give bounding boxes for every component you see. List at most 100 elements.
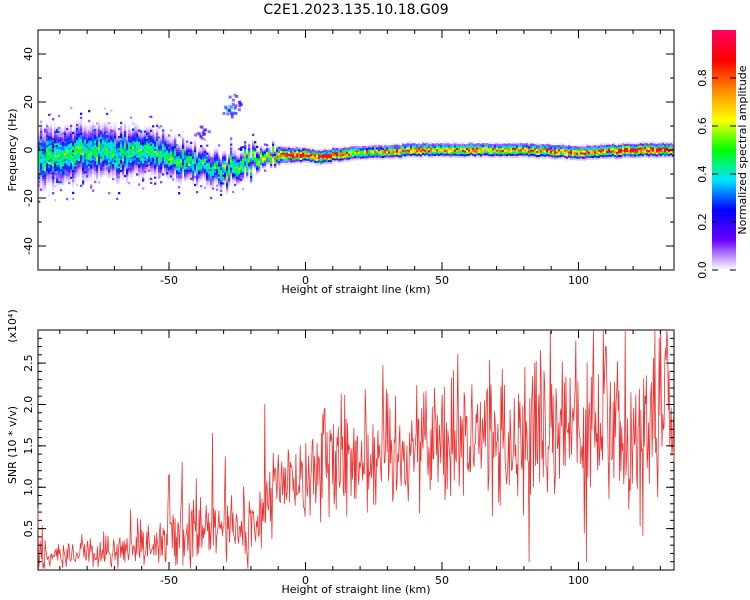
heatmap-cell bbox=[122, 164, 125, 168]
heatmap-cell bbox=[84, 141, 87, 144]
heatmap-cell bbox=[88, 127, 91, 131]
heatmap-cell bbox=[100, 126, 103, 129]
heatmap-cell bbox=[50, 172, 53, 176]
heatmap-cell bbox=[62, 172, 65, 175]
heatmap-cell bbox=[58, 164, 61, 168]
heatmap-cell bbox=[342, 159, 345, 163]
heatmap-cell bbox=[216, 162, 219, 165]
heatmap-cell bbox=[370, 149, 373, 152]
heatmap-cell bbox=[128, 149, 131, 153]
heatmap-cell bbox=[296, 158, 299, 162]
heatmap-cell bbox=[102, 156, 105, 159]
heatmap-cell bbox=[62, 148, 65, 151]
heatmap-cell bbox=[64, 168, 67, 172]
heatmap-cell bbox=[238, 165, 241, 169]
heatmap-cell bbox=[378, 144, 381, 148]
heatmap-cell bbox=[422, 148, 425, 151]
heatmap-cell bbox=[68, 149, 71, 153]
heatmap-cell bbox=[610, 152, 613, 155]
heatmap-cell bbox=[454, 155, 457, 158]
heatmap-cell bbox=[92, 129, 95, 132]
heatmap-cell bbox=[50, 112, 53, 116]
heatmap-cell bbox=[180, 162, 183, 165]
heatmap-cell bbox=[118, 159, 121, 163]
heatmap-cell bbox=[194, 145, 197, 149]
heatmap-cell bbox=[158, 150, 161, 153]
heatmap-cell bbox=[282, 156, 285, 159]
heatmap-cell bbox=[54, 163, 57, 166]
heatmap-blob bbox=[237, 108, 241, 112]
colorbar: 0.00.20.40.60.8 Normalized spectral ampl… bbox=[696, 30, 749, 279]
heatmap-cell bbox=[312, 157, 315, 160]
heatmap-cell bbox=[630, 144, 633, 147]
heatmap-cell bbox=[612, 149, 615, 153]
heatmap-cell bbox=[526, 143, 529, 146]
heatmap-cell bbox=[108, 162, 111, 165]
heatmap-cell bbox=[596, 157, 599, 161]
heatmap-cell bbox=[50, 152, 53, 156]
heatmap-cell bbox=[270, 163, 273, 166]
heatmap-cell bbox=[156, 146, 159, 149]
heatmap-cell bbox=[110, 165, 113, 168]
heatmap-cell bbox=[106, 166, 109, 170]
heatmap-cell bbox=[86, 143, 89, 146]
heatmap-cell bbox=[594, 149, 597, 152]
heatmap-cell bbox=[386, 153, 389, 156]
heatmap-cell bbox=[152, 137, 155, 140]
heatmap-cell bbox=[44, 162, 47, 165]
heatmap-cell bbox=[96, 174, 99, 177]
heatmap-cell bbox=[470, 144, 473, 147]
heatmap-cell bbox=[38, 154, 41, 157]
heatmap-cell bbox=[118, 173, 121, 177]
heatmap-cell bbox=[258, 168, 261, 171]
heatmap-cell bbox=[108, 170, 111, 173]
heatmap-cell bbox=[654, 141, 657, 144]
heatmap-cell bbox=[46, 159, 49, 162]
heatmap-cell bbox=[56, 152, 59, 156]
heatmap-cell bbox=[276, 147, 279, 150]
heatmap-cell bbox=[408, 149, 411, 152]
heatmap-cell bbox=[96, 152, 99, 155]
heatmap-cell bbox=[76, 171, 79, 175]
heatmap-cell bbox=[78, 174, 81, 178]
heatmap-cell bbox=[668, 155, 671, 159]
heatmap-cell bbox=[412, 151, 415, 154]
heatmap-cell bbox=[66, 161, 69, 165]
heatmap-cell bbox=[458, 151, 461, 155]
heatmap-cell bbox=[130, 164, 133, 167]
heatmap-cell bbox=[398, 155, 401, 158]
heatmap-cell bbox=[220, 173, 223, 176]
heatmap-cell bbox=[100, 128, 103, 131]
heatmap-cell bbox=[528, 156, 531, 159]
heatmap-cell bbox=[140, 156, 143, 159]
heatmap-cell bbox=[40, 140, 43, 143]
heatmap-cell bbox=[266, 157, 269, 161]
heatmap-cell bbox=[470, 146, 473, 149]
heatmap-cell bbox=[636, 150, 639, 153]
heatmap-cell bbox=[180, 172, 183, 175]
heatmap-cell bbox=[144, 162, 147, 165]
heatmap-cell bbox=[176, 172, 179, 175]
heatmap-cell bbox=[468, 147, 471, 150]
x-tick-label: -50 bbox=[160, 274, 178, 287]
heatmap-cell bbox=[320, 157, 323, 160]
heatmap-cell bbox=[74, 146, 77, 149]
heatmap-cell bbox=[66, 179, 69, 183]
heatmap-cell bbox=[648, 153, 651, 157]
heatmap-cell bbox=[140, 132, 143, 135]
heatmap-cell bbox=[268, 161, 271, 165]
heatmap-cell bbox=[140, 148, 143, 151]
heatmap-cell bbox=[230, 153, 233, 156]
heatmap-cell bbox=[226, 168, 229, 171]
heatmap-cell bbox=[150, 163, 153, 166]
heatmap-cell bbox=[650, 140, 653, 144]
heatmap-cell bbox=[46, 165, 49, 168]
heatmap-cell bbox=[638, 147, 641, 150]
heatmap-cell bbox=[210, 162, 213, 166]
heatmap-cell bbox=[318, 150, 321, 153]
heatmap-cell bbox=[118, 179, 121, 183]
heatmap-cell bbox=[286, 162, 289, 165]
heatmap-cell bbox=[606, 148, 609, 151]
heatmap-cell bbox=[442, 151, 445, 154]
